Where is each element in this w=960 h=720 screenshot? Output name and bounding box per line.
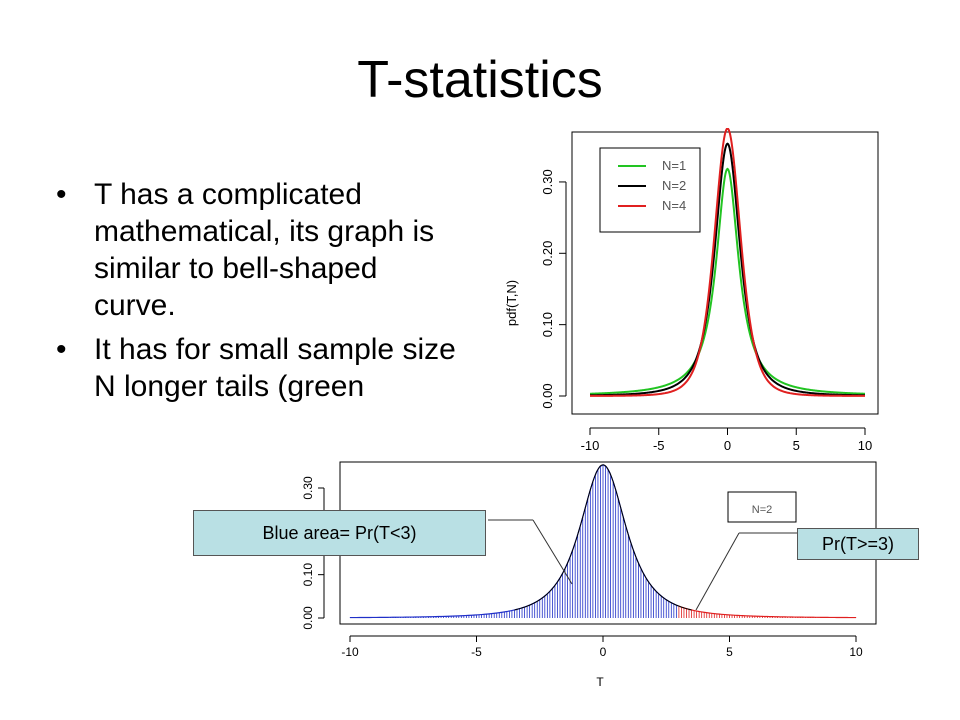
pdf-comparison-chart: -10 -5 0 5 10 0.00 0.10 0.20 0.30 N=1 N=2 N=4 pdf(… <box>500 128 910 453</box>
y-axis-label: pdf(T,N) <box>504 280 519 326</box>
legend-box <box>599 147 701 233</box>
y-tick-label: 0.00 <box>540 383 555 408</box>
x-tick-label: 0 <box>724 438 731 453</box>
x-tick-label: -10 <box>581 438 600 453</box>
y-tick-label: 0.10 <box>301 563 315 587</box>
y-tick-label: 0.30 <box>301 476 315 500</box>
y-tick-label: 0.00 <box>301 606 315 630</box>
tail-area-callout: Pr(T>=3) <box>797 528 919 560</box>
bullet-item: • T has a complicated mathematical, its g… <box>56 176 456 324</box>
x-tick-label: 10 <box>849 645 863 659</box>
x-tick-label: 5 <box>793 438 800 453</box>
bullet-list: • T has a complicated mathematical, its g… <box>56 176 456 412</box>
bullet-dot-icon: • <box>56 178 67 211</box>
legend-box <box>727 491 797 523</box>
bullet-text: T has a complicated mathematical, its gr… <box>94 178 435 322</box>
bullet-dot-icon: • <box>56 333 67 366</box>
series-line-n4 <box>590 128 865 397</box>
density-curve <box>514 464 692 611</box>
x-tick-label: 5 <box>726 645 733 659</box>
x-tick-label: -5 <box>471 645 482 659</box>
blue-area-callout: Blue area= Pr(T<3) <box>193 510 486 556</box>
y-tick-label: 0.30 <box>540 169 555 194</box>
bullet-text: It has for small sample size N longer ta… <box>94 333 456 403</box>
legend-label: N=1 <box>662 158 686 173</box>
x-tick-label: -5 <box>653 438 665 453</box>
legend-label: N=2 <box>752 504 773 516</box>
callout-pointer-left <box>532 519 573 585</box>
x-tick-label: 10 <box>858 438 872 453</box>
legend-label: N=2 <box>662 178 686 193</box>
y-tick-label: 0.20 <box>540 241 555 266</box>
series-line-n2 <box>589 142 866 397</box>
legend-label: N=4 <box>662 198 686 213</box>
bullet-item: • It has for small sample size N longer t… <box>56 331 456 405</box>
y-tick-label: 0.10 <box>540 312 555 337</box>
slide-title: T-statistics <box>357 51 603 109</box>
x-tick-label: 0 <box>600 645 607 659</box>
x-tick-label: -10 <box>341 645 359 659</box>
series-line-n1 <box>589 167 866 395</box>
red-area-outline <box>678 605 857 619</box>
callout-pointer-right <box>695 532 740 611</box>
x-axis-label: T <box>596 675 604 689</box>
